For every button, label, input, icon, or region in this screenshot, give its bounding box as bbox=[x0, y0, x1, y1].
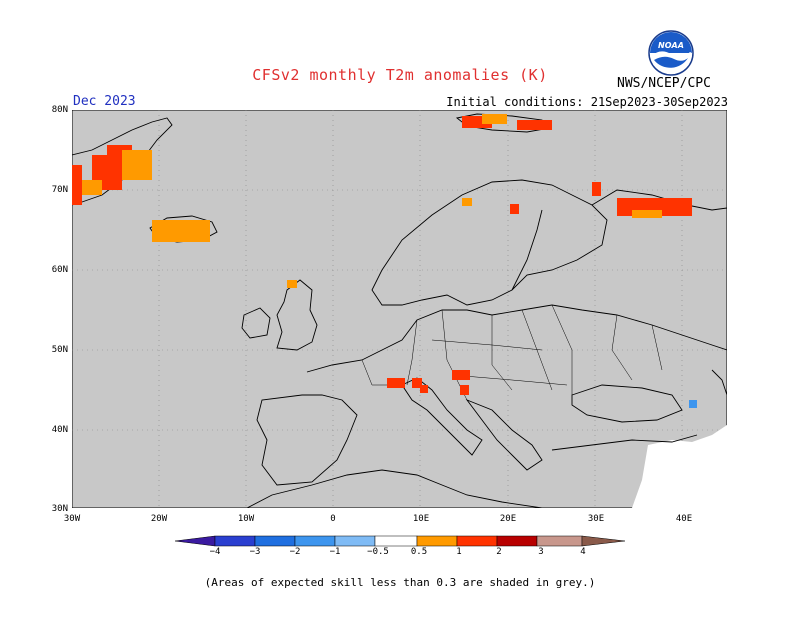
colorbar-label: −1 bbox=[329, 547, 341, 557]
colorbar-bin bbox=[214, 535, 256, 547]
logo-text: NOAA bbox=[658, 41, 684, 50]
colorbar-max-arrow bbox=[581, 535, 625, 547]
anomaly-greenland bbox=[82, 180, 102, 195]
anomaly-scandinavia bbox=[462, 198, 472, 206]
lat-label-40n: 40N bbox=[51, 425, 68, 435]
colorbar-bin bbox=[496, 535, 538, 547]
colorbar-bin bbox=[254, 535, 296, 547]
initial-conditions: Initial conditions: 21Sep2023-30Sep2023 bbox=[446, 95, 728, 109]
anomaly-shading bbox=[72, 114, 697, 408]
colorbar-label: −0.5 bbox=[367, 547, 389, 557]
anomaly-greenland bbox=[72, 165, 82, 205]
colorbar-label: 2 bbox=[496, 547, 502, 557]
anomaly-alps bbox=[412, 378, 422, 388]
lon-label-0: 0 bbox=[330, 514, 336, 524]
noaa-logo-icon: NOAA bbox=[648, 30, 694, 76]
colorbar-label: 1 bbox=[456, 547, 462, 557]
colorbar-label: −4 bbox=[209, 547, 221, 557]
anomaly-svalbard bbox=[517, 120, 552, 130]
anomaly-svalbard bbox=[482, 114, 507, 124]
anomaly-caucasus bbox=[689, 400, 697, 408]
forecast-month: Dec 2023 bbox=[73, 94, 136, 109]
colorbar-min-arrow bbox=[175, 535, 216, 547]
colorbar-bin bbox=[334, 535, 376, 547]
colorbar-bin bbox=[536, 535, 583, 547]
colorbar-bin bbox=[456, 535, 498, 547]
lon-label-30w: 30W bbox=[63, 514, 81, 524]
lon-label-20e: 20E bbox=[499, 514, 517, 524]
colorbar-label: 4 bbox=[580, 547, 586, 557]
anomaly-alps bbox=[420, 385, 428, 393]
colorbar-label: 0.5 bbox=[410, 547, 428, 557]
skill-note: (Areas of expected skill less than 0.3 a… bbox=[204, 576, 596, 589]
anomaly-map bbox=[72, 110, 727, 508]
lat-label-70n: 70N bbox=[51, 185, 68, 195]
lat-label-50n: 50N bbox=[51, 345, 68, 355]
source-label: NWS/NCEP/CPC bbox=[617, 76, 711, 91]
lon-label-10w: 10W bbox=[237, 514, 255, 524]
anomaly-scandinavia bbox=[510, 204, 519, 214]
anomaly-slovenia bbox=[460, 385, 469, 395]
colorbar-label: −3 bbox=[249, 547, 261, 557]
anomaly-scotland bbox=[287, 280, 297, 288]
lat-label-60n: 60N bbox=[51, 265, 68, 275]
anomaly-iceland bbox=[152, 220, 210, 242]
anomaly-alps bbox=[387, 378, 405, 388]
lon-label-20w: 20W bbox=[150, 514, 168, 524]
lon-label-30e: 30E bbox=[587, 514, 605, 524]
anomaly-slovenia bbox=[452, 370, 470, 380]
colorbar-bin bbox=[416, 535, 458, 547]
map-background bbox=[72, 110, 727, 508]
colorbar-bin bbox=[294, 535, 336, 547]
anomaly-greenland bbox=[122, 150, 152, 180]
chart-title: CFSv2 monthly T2m anomalies (K) bbox=[252, 66, 548, 84]
anomaly-kola bbox=[632, 210, 662, 218]
lat-label-80n: 80N bbox=[51, 105, 68, 115]
lon-label-40e: 40E bbox=[675, 514, 693, 524]
lat-label-30n: 30N bbox=[51, 504, 68, 514]
anomaly-kola bbox=[592, 182, 601, 196]
colorbar bbox=[175, 535, 625, 547]
colorbar-label: 3 bbox=[538, 547, 544, 557]
lon-label-10e: 10E bbox=[412, 514, 430, 524]
colorbar-label: −2 bbox=[289, 547, 301, 557]
non-forecast-area bbox=[632, 425, 727, 508]
colorbar-bin bbox=[374, 535, 418, 547]
